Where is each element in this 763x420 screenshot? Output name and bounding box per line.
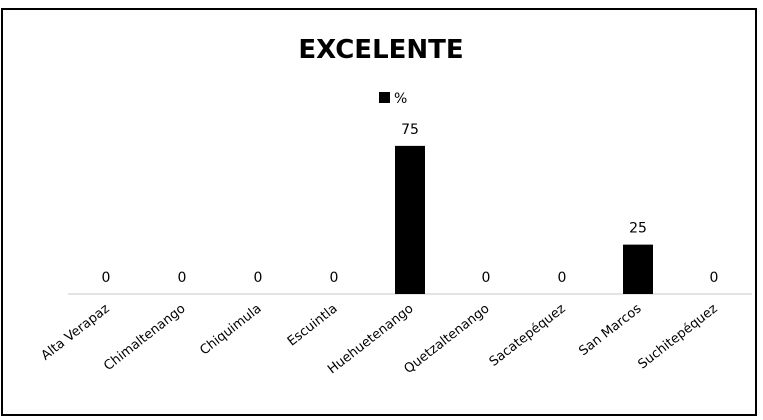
- legend-label: %: [394, 91, 407, 107]
- x-tick-label-alta-verapaz: Alta Verapaz: [39, 301, 113, 363]
- data-labels-group: 0 0 0 0 75 0 0 25 0: [102, 122, 719, 286]
- x-tick-label-escuintla: Escuintla: [285, 301, 341, 349]
- data-label-suchitepequez: 0: [710, 270, 719, 286]
- legend: %: [379, 91, 407, 107]
- bar-huehuetenango: [395, 145, 425, 294]
- data-label-escuintla: 0: [330, 270, 339, 286]
- x-tick-label-san-marcos: San Marcos: [576, 301, 644, 359]
- x-tick-label-chimaltenango: Chimaltenango: [101, 301, 188, 374]
- bars-group: [395, 145, 653, 294]
- legend-swatch: [379, 92, 390, 103]
- chart-title: EXCELENTE: [298, 35, 463, 65]
- data-label-quetzaltenango: 0: [482, 270, 491, 286]
- x-tick-label-chiquimula: Chiquimula: [197, 301, 264, 358]
- chart-frame: [1, 8, 757, 416]
- x-tick-label-sacatepequez: Sacatepéquez: [487, 301, 569, 370]
- data-label-chiquimula: 0: [254, 270, 263, 286]
- data-label-san-marcos: 25: [629, 221, 647, 237]
- data-label-chimaltenango: 0: [178, 270, 187, 286]
- data-label-alta-verapaz: 0: [102, 270, 111, 286]
- bar-san-marcos: [623, 244, 653, 294]
- x-tick-label-suchitepequez: Suchitepéquez: [635, 301, 720, 372]
- data-label-huehuetenango: 75: [401, 122, 419, 138]
- data-label-sacatepequez: 0: [558, 270, 567, 286]
